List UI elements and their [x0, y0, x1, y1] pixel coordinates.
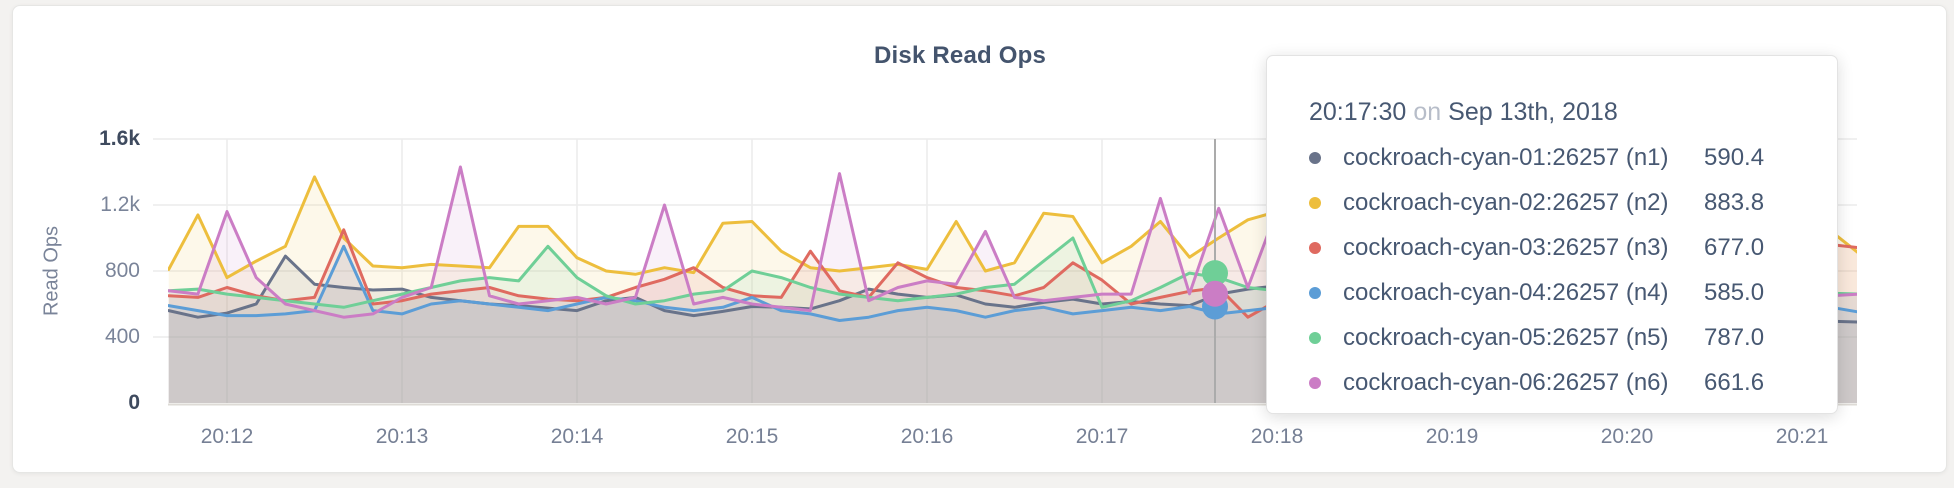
series-label-n1: cockroach-cyan-01:26257 (n1)	[1343, 143, 1669, 171]
series-value-n3: 677.0	[1704, 233, 1765, 261]
series-value-n2: 883.8	[1704, 188, 1765, 216]
x-tick-label: 20:13	[375, 425, 429, 448]
tooltip-series-row: cockroach-cyan-02:26257 (n2) 883.8	[1309, 180, 1813, 225]
series-color-dot-n5	[1309, 331, 1321, 344]
tooltip-series-row: cockroach-cyan-04:26257 (n4) 585.0	[1309, 270, 1813, 315]
hover-tooltip: 20:17:30 on Sep 13th, 2018 cockroach-cyan-…	[1266, 55, 1838, 414]
x-tick-label: 20:18	[1250, 425, 1304, 448]
series-color-dot-n4	[1309, 286, 1321, 299]
tooltip-title: 20:17:30 on Sep 13th, 2018	[1309, 98, 1813, 126]
tooltip-date: Sep 13th, 2018	[1448, 98, 1618, 126]
tooltip-series-row: cockroach-cyan-05:26257 (n5) 787.0	[1309, 315, 1813, 360]
series-label-n5: cockroach-cyan-05:26257 (n5)	[1343, 323, 1669, 351]
x-tick-label: 20:21	[1775, 425, 1829, 448]
y-tick-label: 400	[104, 325, 140, 348]
series-value-n4: 585.0	[1704, 278, 1765, 306]
x-tick-label: 20:16	[900, 425, 954, 448]
hover-dot	[1202, 260, 1228, 287]
x-tick-label: 20:14	[550, 425, 604, 448]
series-label-n6: cockroach-cyan-06:26257 (n6)	[1343, 368, 1669, 396]
y-tick-label: 0	[128, 391, 140, 414]
hover-dot	[1202, 280, 1228, 307]
series-color-dot-n1	[1309, 151, 1321, 164]
tooltip-series-row: cockroach-cyan-01:26257 (n1) 590.4	[1309, 135, 1813, 180]
tooltip-series-row: cockroach-cyan-06:26257 (n6) 661.6	[1309, 360, 1813, 405]
x-tick-label: 20:19	[1425, 425, 1479, 448]
series-label-n3: cockroach-cyan-03:26257 (n3)	[1343, 233, 1669, 261]
x-tick-label: 20:15	[725, 425, 779, 448]
series-value-n5: 787.0	[1704, 323, 1765, 351]
y-tick-label: 800	[104, 259, 140, 282]
tooltip-series-row: cockroach-cyan-03:26257 (n3) 677.0	[1309, 225, 1813, 270]
y-tick-label: 1.6k	[99, 127, 140, 150]
series-color-dot-n6	[1309, 376, 1321, 389]
y-tick-label: 1.2k	[100, 193, 140, 216]
series-label-n2: cockroach-cyan-02:26257 (n2)	[1343, 188, 1669, 216]
chart-title: Disk Read Ops	[874, 42, 1046, 69]
series-value-n6: 661.6	[1704, 368, 1765, 396]
tooltip-conjunction: on	[1413, 98, 1442, 126]
series-color-dot-n2	[1309, 196, 1321, 209]
x-tick-label: 20:17	[1075, 425, 1129, 448]
series-value-n1: 590.4	[1704, 143, 1765, 171]
x-tick-label: 20:12	[200, 425, 254, 448]
tooltip-time: 20:17:30	[1309, 98, 1407, 126]
series-label-n4: cockroach-cyan-04:26257 (n4)	[1343, 278, 1669, 306]
x-tick-label: 20:20	[1600, 425, 1654, 448]
series-color-dot-n3	[1309, 241, 1321, 254]
